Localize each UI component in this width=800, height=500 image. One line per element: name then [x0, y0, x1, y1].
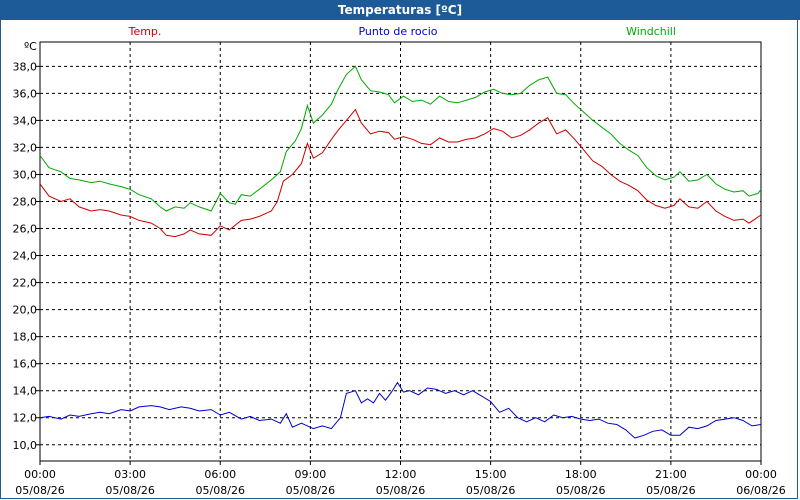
y-tick-label: 26,0 [13, 223, 38, 236]
y-tick-label: 14,0 [13, 385, 38, 398]
x-tick-date-label: 05/08/26 [15, 484, 64, 497]
x-tick-date-label: 05/08/26 [646, 484, 695, 497]
series-line-windchill [39, 65, 762, 212]
y-tick-label: 32,0 [13, 141, 38, 154]
series-line-temp- [39, 108, 762, 238]
y-tick-label: 20,0 [13, 304, 38, 317]
y-tick-label: 38,0 [13, 60, 38, 73]
x-tick-time-label: 18:00 [565, 468, 597, 481]
series-line-punto-de-rocio [39, 381, 762, 439]
x-tick-time-label: 06:00 [204, 468, 236, 481]
x-tick-time-label: 15:00 [475, 468, 507, 481]
y-tick-label: 16,0 [13, 358, 38, 371]
y-tick-label: 34,0 [13, 114, 38, 127]
x-tick-date-label: 05/08/26 [466, 484, 515, 497]
legend-entry: Windchill [626, 25, 676, 38]
legend-entry: Punto de rocio [358, 25, 437, 38]
x-tick-time-label: 03:00 [114, 468, 146, 481]
x-tick-date-label: 05/08/26 [286, 484, 335, 497]
x-tick-date-label: 05/08/26 [376, 484, 425, 497]
x-tick-time-label: 00:00 [745, 468, 777, 481]
y-tick-label: 36,0 [13, 87, 38, 100]
x-tick-time-label: 21:00 [655, 468, 687, 481]
y-tick-label: 22,0 [13, 277, 38, 290]
y-tick-label: 18,0 [13, 331, 38, 344]
plot-frame [39, 41, 762, 462]
chart-title-bar: Temperaturas [ºC] [0, 0, 800, 20]
x-tick-time-label: 09:00 [295, 468, 327, 481]
chart-title: Temperaturas [ºC] [337, 3, 463, 17]
chart-panel [0, 20, 798, 499]
x-tick-date-label: 05/08/26 [556, 484, 605, 497]
y-tick-label: 12,0 [13, 412, 38, 425]
x-tick-date-label: 05/08/26 [105, 484, 154, 497]
y-tick-label: 28,0 [13, 195, 38, 208]
y-tick-label: 24,0 [13, 250, 38, 263]
x-tick-time-label: 00:00 [24, 468, 56, 481]
legend-entry: Temp. [128, 25, 162, 38]
y-tick-label: 30,0 [13, 168, 38, 181]
x-tick-time-label: 12:00 [385, 468, 417, 481]
y-tick-label: 10,0 [13, 439, 38, 452]
x-tick-date-label: 05/08/26 [196, 484, 245, 497]
y-axis-label: ºC [24, 40, 37, 53]
x-tick-date-label: 06/08/26 [736, 484, 785, 497]
